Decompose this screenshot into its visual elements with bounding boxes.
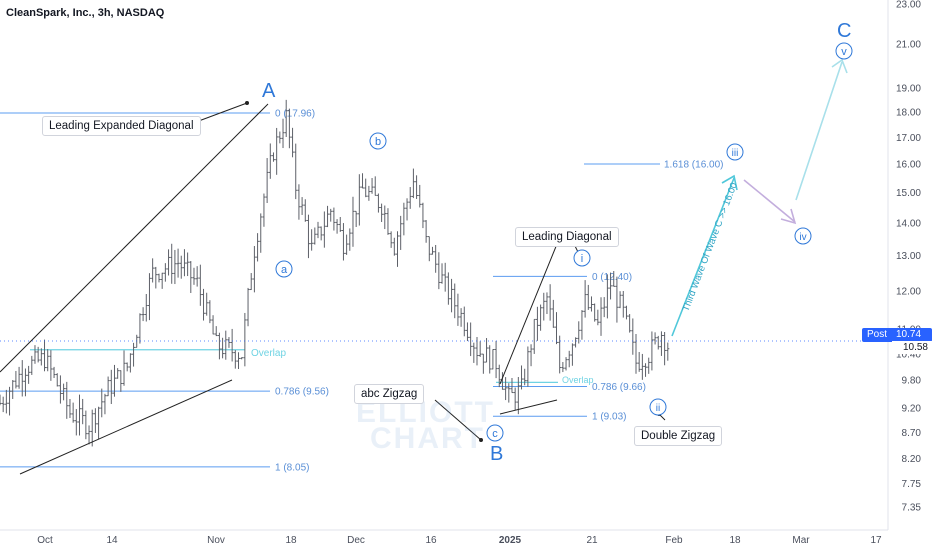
arrow-to-v-head	[831, 58, 848, 74]
fib-label-6: 1.618 (16.00)	[664, 160, 724, 171]
callout-B	[434, 399, 482, 441]
label-double-zigzag: Double Zigzag	[634, 426, 723, 446]
overlap-lines	[30, 349, 558, 384]
candles	[0, 99, 670, 447]
wave-ii-circle	[649, 398, 667, 416]
last-price-badge: 10.58	[892, 341, 932, 354]
y-tick-13: 9.20	[902, 404, 922, 415]
y-tick-1: 21.00	[896, 40, 921, 51]
chart-title: CleanSpark, Inc., 3h, NASDAQ	[6, 7, 165, 19]
wave-v-circle	[835, 42, 853, 60]
wave-a-circle	[275, 260, 293, 278]
y-tick-17: 7.35	[902, 503, 922, 514]
post-value: 10.74	[896, 329, 922, 340]
x-tick-10: Mar	[792, 535, 810, 546]
wave-c: c	[492, 428, 498, 440]
projection-arrows	[671, 58, 848, 337]
fib-label-5: 1 (9.03)	[592, 412, 626, 423]
callout-A-dot	[245, 101, 249, 105]
callout-A	[195, 102, 248, 123]
leading-diagonal-upper	[499, 243, 558, 385]
label-leading-expanded-diagonal: Leading Expanded Diagonal	[42, 116, 201, 136]
y-tick-9: 12.00	[896, 286, 921, 297]
x-tick-0: Oct	[37, 535, 53, 546]
wave-iii: iii	[732, 148, 739, 159]
post-label: Post	[867, 329, 888, 340]
wave-c-circle	[486, 424, 504, 442]
arrow-to-iv-head	[780, 208, 797, 225]
arrow-to-v	[795, 61, 843, 201]
y-tick-8: 13.00	[896, 251, 921, 262]
x-tick-7: 21	[586, 535, 598, 546]
callout-B-dot	[479, 438, 483, 442]
wave-iv-circle	[794, 227, 812, 245]
wave-iii-circle	[726, 143, 744, 161]
arrow-to-iii	[671, 177, 735, 337]
y-tick-11: 10.40	[896, 349, 921, 360]
fib-label-3: 0 (12.40)	[592, 272, 632, 283]
watermark-line-2: CHART	[370, 422, 485, 455]
arrow-to-iii-head	[721, 174, 738, 191]
wave-i: i	[581, 253, 583, 265]
fib-levels: 0 (17.96) 0.786 (9.56) 1 (8.05) 0 (12.40) 0.…	[0, 109, 724, 473]
trend-lines	[0, 101, 666, 475]
x-tick-1: 14	[106, 535, 118, 546]
y-tick-4: 17.00	[896, 133, 921, 144]
wave-C: C	[837, 20, 851, 42]
wave-B: B	[490, 443, 503, 465]
arrow-to-iv	[743, 179, 796, 223]
diagonal-upper-line	[0, 103, 269, 373]
x-tick-8: Feb	[665, 535, 683, 546]
fib-label-0: 0 (17.96)	[275, 109, 315, 120]
y-tick-14: 8.70	[902, 428, 922, 439]
y-tick-16: 7.75	[902, 479, 922, 490]
wave-b-circle	[369, 132, 387, 150]
overlap-label-1: Overlap	[251, 348, 286, 359]
y-tick-5: 16.00	[896, 160, 921, 171]
wave-A: A	[262, 80, 276, 102]
fib-label-4: 0.786 (9.66)	[592, 382, 646, 393]
label-abc-zigzag: abc Zigzag	[354, 384, 425, 404]
leading-diagonal-lower	[499, 399, 558, 415]
wave-ii: ii	[656, 403, 660, 414]
wave-labels: A B C a b c i ii iii iv v	[262, 20, 853, 465]
wave-v: v	[841, 46, 847, 58]
fib-label-1: 0.786 (9.56)	[275, 387, 329, 398]
y-tick-2: 19.00	[896, 84, 921, 95]
diagonal-lower-line	[19, 379, 233, 475]
y-tick-12: 9.80	[902, 376, 922, 387]
fib-label-2: 1 (8.05)	[275, 462, 309, 473]
overlap-label-2: Overlap	[562, 375, 594, 385]
label-leading-diagonal: Leading Diagonal	[515, 227, 619, 247]
wave-iv: iv	[799, 232, 806, 243]
x-tick-11: 17	[870, 535, 882, 546]
wave-i-circle	[573, 249, 591, 267]
x-tick-5: 16	[425, 535, 437, 546]
x-tick-2: Nov	[207, 535, 225, 546]
y-tick-15: 8.20	[902, 454, 922, 465]
wave-a: a	[281, 264, 288, 276]
x-tick-4: Dec	[347, 535, 365, 546]
y-tick-7: 14.00	[896, 218, 921, 229]
x-tick-3: 18	[285, 535, 297, 546]
x-tick-9: 18	[729, 535, 741, 546]
x-axis-ticks: Oct 14 Nov 18 Dec 16 2025 21 Feb 18 Mar 17	[37, 535, 882, 546]
y-tick-0: 23.00	[896, 0, 921, 11]
third-wave-label: Third Wave Of Wave C >> 16.00	[681, 181, 740, 313]
y-tick-3: 18.00	[896, 108, 921, 119]
y-axis-ticks: 23.00 21.00 19.00 18.00 17.00 16.00 15.00 14.00…	[896, 0, 921, 514]
x-tick-6: 2025	[499, 535, 522, 546]
y-tick-6: 15.00	[896, 188, 921, 199]
post-price-badge: Post 10.74	[862, 328, 932, 342]
wave-b: b	[375, 136, 381, 148]
